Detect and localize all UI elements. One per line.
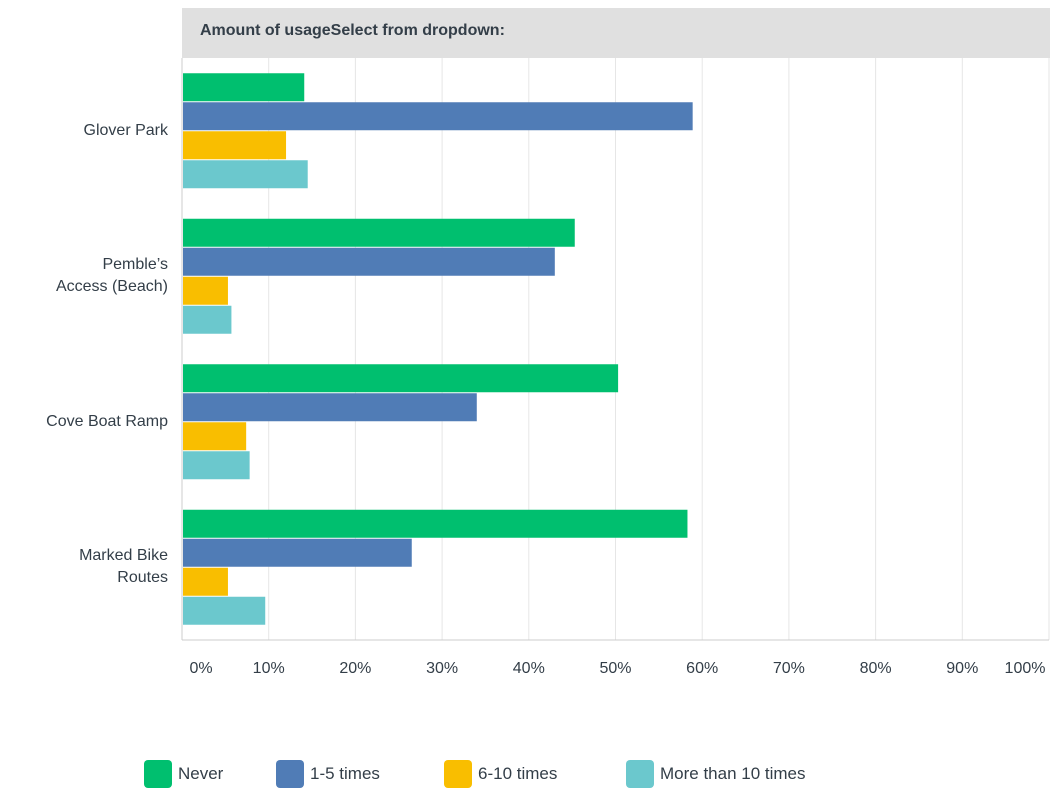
bar xyxy=(183,393,477,422)
bar xyxy=(183,451,250,480)
legend-label: 1-5 times xyxy=(310,764,380,783)
legend-swatch xyxy=(626,760,654,788)
bar xyxy=(183,73,305,102)
bar xyxy=(183,509,688,538)
chart-title: Amount of usageSelect from dropdown: xyxy=(200,22,505,39)
category-label-line: Routes xyxy=(117,569,168,587)
x-tick-label: 90% xyxy=(946,660,979,677)
bar xyxy=(183,247,555,276)
bar-chart xyxy=(181,58,1050,641)
category-label: Marked Bike Routes xyxy=(79,545,168,589)
category-label-line: Marked Bike xyxy=(79,547,168,565)
x-tick-label: 20% xyxy=(339,660,372,677)
legend-swatch xyxy=(276,760,304,788)
legend-item: 1-5 times xyxy=(276,760,380,788)
bar xyxy=(183,567,228,596)
legend-swatch xyxy=(144,760,172,788)
bar xyxy=(183,218,575,247)
chart-title-bar: Amount of usageSelect from dropdown: xyxy=(182,8,1050,58)
bar xyxy=(183,596,266,625)
x-tick-label: 70% xyxy=(772,660,805,677)
category-label: Pemble’s Access (Beach) xyxy=(56,254,168,298)
legend-label: 6-10 times xyxy=(478,764,558,783)
x-tick-label: 100% xyxy=(1004,660,1046,677)
x-tick-label: 40% xyxy=(512,660,545,677)
legend: Never 1-5 times 6-10 times More than 10 tim… xyxy=(0,760,1050,790)
category-label-line: Cove Boat Ramp xyxy=(46,412,168,430)
legend-label: More than 10 times xyxy=(660,764,806,783)
category-label: Cove Boat Ramp xyxy=(46,411,168,433)
x-tick-label: 50% xyxy=(599,660,632,677)
legend-item: More than 10 times xyxy=(626,760,806,788)
category-label-line: Pemble’s xyxy=(102,256,168,274)
bar xyxy=(183,102,693,131)
category-label-line: Glover Park xyxy=(83,121,168,139)
legend-label: Never xyxy=(178,764,224,783)
bar xyxy=(183,131,287,160)
legend-item: Never xyxy=(144,760,223,788)
bar xyxy=(183,160,308,189)
x-tick-label: 10% xyxy=(252,660,285,677)
legend-swatch xyxy=(444,760,472,788)
x-tick-label: 60% xyxy=(686,660,719,677)
bar xyxy=(183,276,228,305)
x-tick-label: 80% xyxy=(859,660,892,677)
bar xyxy=(183,364,619,393)
x-tick-label: 0% xyxy=(189,660,213,677)
bar xyxy=(183,422,247,451)
bar xyxy=(183,305,232,334)
x-tick-label: 30% xyxy=(426,660,459,677)
legend-item: 6-10 times xyxy=(444,760,557,788)
category-label: Glover Park xyxy=(84,120,168,142)
category-label-line: Access (Beach) xyxy=(55,278,168,296)
bar xyxy=(183,538,412,567)
